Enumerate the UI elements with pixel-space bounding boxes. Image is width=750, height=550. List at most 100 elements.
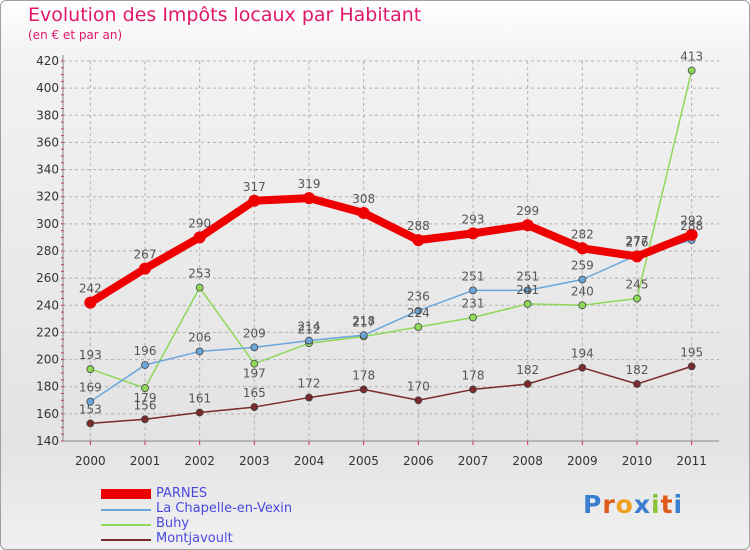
x-tick-label: 2008 [512, 454, 543, 468]
data-label-la-chapelle-en-vexin: 214 [298, 320, 321, 334]
data-label-la-chapelle-en-vexin: 251 [516, 269, 539, 283]
data-point-parnes [193, 231, 206, 244]
data-label-buhy: 231 [462, 297, 485, 311]
grid [63, 60, 719, 442]
legend-label-parnes: PARNES [156, 486, 208, 501]
data-label-la-chapelle-en-vexin: 169 [79, 381, 102, 395]
data-point-parnes [357, 207, 370, 219]
data-point-la-chapelle-en-vexin [195, 347, 204, 356]
data-label-buhy: 179 [134, 391, 157, 405]
legend-label-montjavoult: Montjavoult [156, 531, 233, 546]
data-labels: 153 156 161 165 172 178 170 178 182 194 182 195 193 1… [79, 50, 703, 417]
y-tick-label: 240 [36, 298, 59, 312]
data-point-montjavoult [469, 385, 477, 394]
data-label-montjavoult: 194 [571, 347, 594, 361]
x-tick-label: 2003 [239, 454, 270, 468]
y-tick-label: 380 [36, 108, 59, 122]
data-label-parnes: 319 [298, 177, 321, 191]
series-line-la-chapelle-en-vexin [89, 239, 693, 403]
data-label-montjavoult: 172 [298, 377, 321, 391]
logo-letter: P [583, 490, 603, 519]
data-point-montjavoult [687, 362, 696, 371]
data-label-montjavoult: 153 [79, 402, 102, 416]
logo-letter: x [633, 490, 651, 519]
data-label-parnes: 308 [352, 192, 375, 206]
data-point-buhy [141, 384, 149, 392]
data-point-la-chapelle-en-vexin [305, 336, 313, 345]
data-label-buhy: 197 [243, 367, 266, 381]
data-point-parnes [139, 262, 151, 275]
data-label-parnes: 290 [188, 216, 211, 230]
x-tick-label: 2009 [567, 454, 598, 468]
data-label-parnes: 288 [407, 219, 430, 233]
legend-swatch-la-chapelle-en-vexin [101, 509, 151, 511]
y-tick-label: 340 [36, 163, 59, 177]
series-line-montjavoult [89, 365, 693, 425]
data-label-parnes: 317 [243, 180, 266, 194]
data-label-buhy: 224 [407, 306, 430, 320]
data-point-la-chapelle-en-vexin [250, 343, 259, 352]
data-point-buhy [195, 283, 204, 292]
data-label-la-chapelle-en-vexin: 196 [134, 344, 157, 358]
x-tick-label: 2005 [348, 454, 379, 468]
logo-letter: i [673, 490, 684, 519]
data-label-buhy: 240 [571, 284, 594, 298]
data-point-buhy [86, 365, 95, 373]
data-point-montjavoult [141, 415, 149, 424]
y-tick-label: 180 [36, 380, 59, 394]
y-tick-label: 360 [36, 135, 59, 149]
series-line-buhy [89, 69, 693, 389]
data-label-buhy: 217 [352, 316, 375, 330]
data-point-parnes [248, 194, 261, 207]
data-point-montjavoult [578, 363, 587, 372]
legend: PARNES La Chapelle-en-Vexin Buhy Montjav… [101, 486, 361, 547]
data-point-la-chapelle-en-vexin [414, 306, 423, 315]
proxiti-logo: Proxiti [583, 490, 683, 519]
data-label-montjavoult: 178 [462, 368, 485, 382]
legend-label-buhy: Buhy [156, 516, 190, 531]
y-tick-label: 200 [36, 353, 59, 367]
data-point-parnes [84, 296, 97, 309]
data-label-la-chapelle-en-vexin: 259 [571, 259, 594, 273]
data-label-buhy: 413 [680, 50, 703, 64]
x-tick-label: 2002 [184, 454, 215, 468]
data-point-buhy [414, 323, 423, 331]
data-label-la-chapelle-en-vexin: 251 [462, 269, 485, 283]
data-label-parnes: 299 [516, 204, 539, 218]
legend-swatch-buhy [101, 524, 151, 526]
data-point-montjavoult [195, 408, 204, 417]
data-point-la-chapelle-en-vexin [578, 275, 587, 284]
legend-swatch-parnes [101, 489, 151, 499]
y-tick-label: 140 [36, 434, 59, 448]
y-tick-label: 320 [36, 190, 59, 204]
x-tick-label: 2011 [676, 454, 707, 468]
data-label-la-chapelle-en-vexin: 218 [352, 314, 375, 328]
data-label-la-chapelle-en-vexin: 209 [243, 326, 266, 340]
data-point-buhy [523, 300, 532, 308]
legend-item-montjavoult: Montjavoult [101, 531, 361, 547]
data-point-montjavoult [633, 380, 641, 388]
data-point-la-chapelle-en-vexin [359, 331, 368, 340]
y-tick-label: 260 [36, 271, 59, 285]
data-point-buhy [469, 313, 477, 322]
data-point-parnes [521, 219, 534, 232]
data-point-buhy [633, 294, 641, 303]
y-tick-label: 160 [36, 407, 59, 421]
data-point-parnes [303, 192, 315, 205]
y-tick-label: 280 [36, 244, 59, 258]
axes: 140 160 180 200 220 240 260 280 300 320 340 360 380 4… [36, 54, 719, 468]
legend-item-parnes: PARNES [101, 486, 361, 502]
series-lines [84, 66, 698, 428]
data-label-montjavoult: 165 [243, 386, 266, 400]
data-point-parnes [467, 227, 479, 240]
logo-letter: o [615, 490, 634, 519]
data-label-buhy: 212 [298, 322, 321, 336]
data-point-parnes [412, 234, 425, 247]
legend-item-la-chapelle-en-vexin: La Chapelle-en-Vexin [101, 501, 361, 517]
legend-label-la-chapelle-en-vexin: La Chapelle-en-Vexin [156, 501, 293, 516]
legend-item-buhy: Buhy [101, 516, 361, 532]
data-label-la-chapelle-en-vexin: 288 [680, 219, 703, 233]
data-label-buhy: 241 [516, 283, 539, 297]
